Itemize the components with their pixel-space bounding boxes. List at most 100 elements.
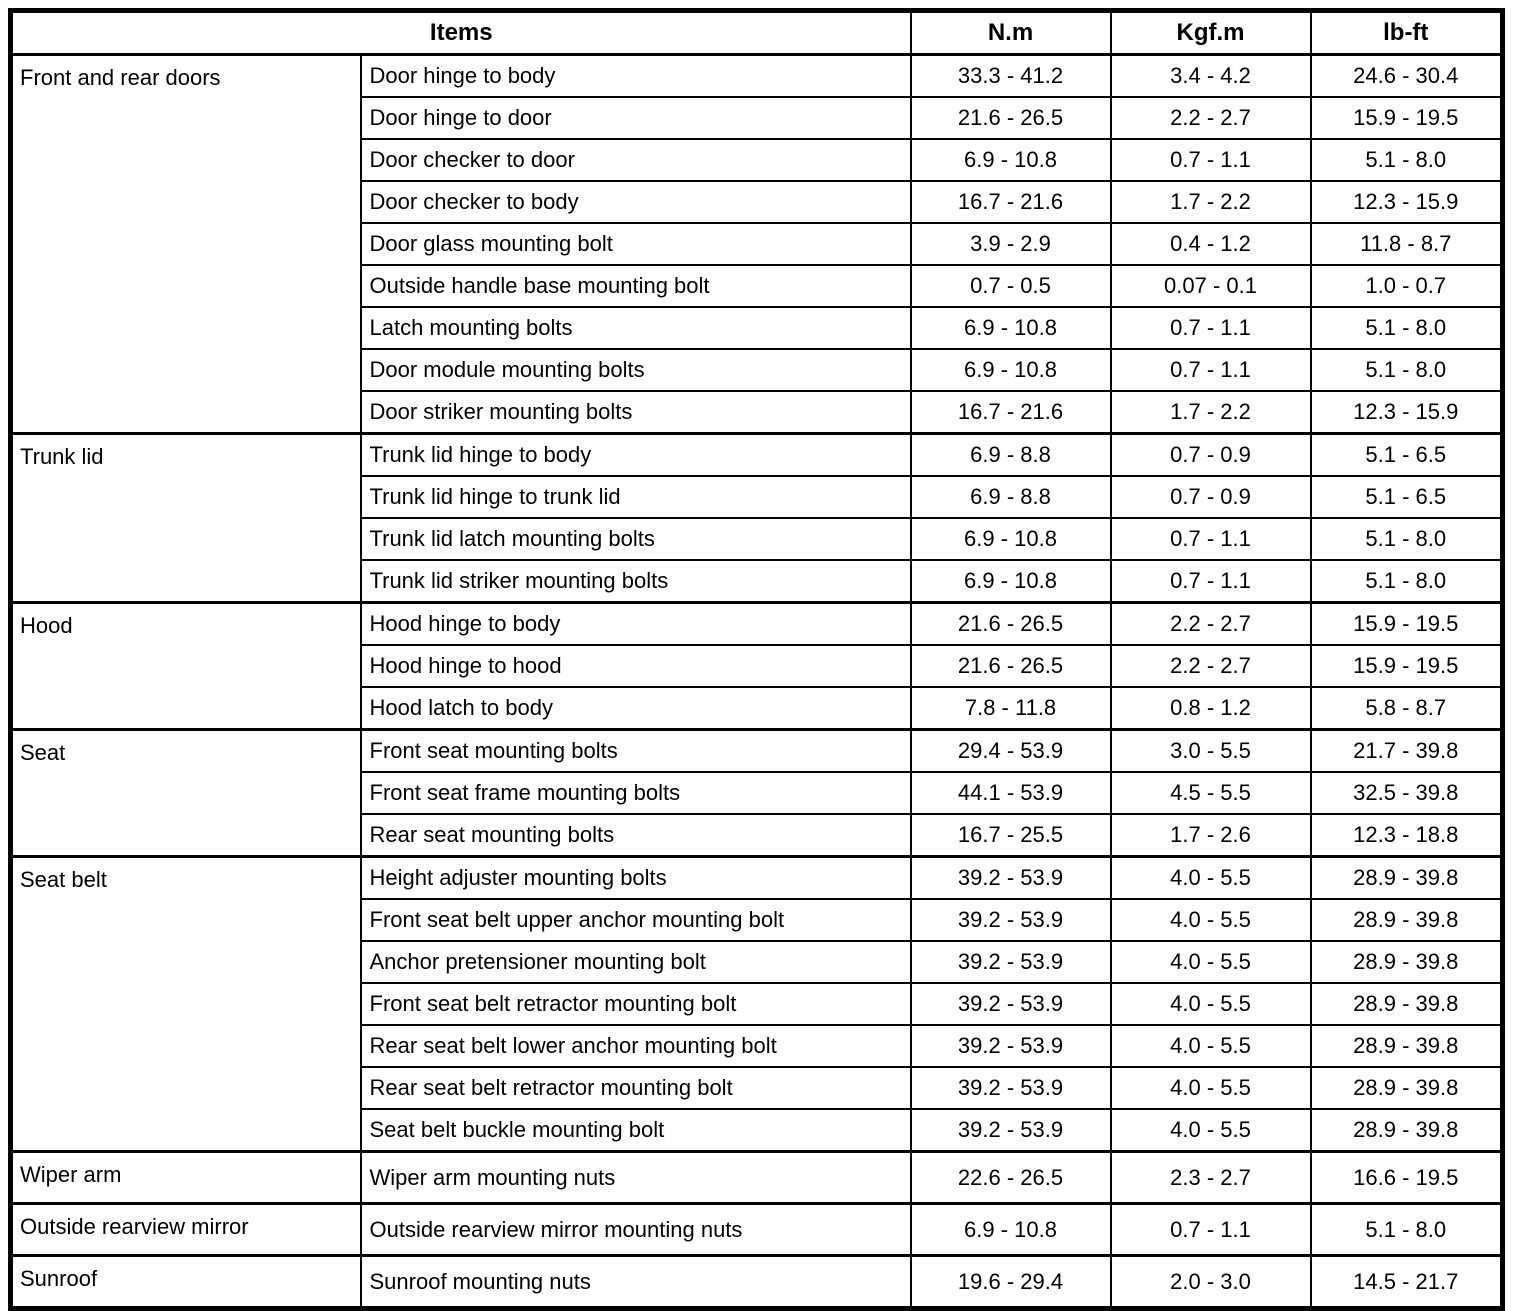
category-cell: Trunk lid [9, 432, 362, 604]
item-cell: Hood hinge to hood [359, 644, 912, 688]
table-row: Rear seat mounting bolts 16.7 - 25.5 1.7 -… [11, 813, 1504, 858]
lbft-value-cell: 5.1 - 8.0 [1309, 559, 1504, 604]
item-cell: Door checker to door [359, 138, 912, 182]
lbft-value-cell: 15.9 - 19.5 [1309, 644, 1504, 688]
table-row: Trunk lid Trunk lid hinge to body 6.9 - 8.… [9, 432, 1504, 604]
table-row: Front and rear doors Door hinge to body 33… [9, 53, 1504, 435]
table-row: Sunroof Sunroof mounting nuts 19.6 - 29.4 2… [9, 1254, 1504, 1310]
lbft-value-cell: 5.1 - 8.0 [1309, 306, 1504, 350]
table-row: Anchor pretensioner mounting bolt 39.2 - … [11, 940, 1504, 984]
category-cell: Seat belt [9, 855, 362, 1153]
kgfm-value-cell: 0.7 - 1.1 [1109, 517, 1312, 561]
nm-value-cell: 21.6 - 26.5 [909, 601, 1112, 646]
kgfm-value-cell: 2.3 - 2.7 [1109, 1150, 1312, 1205]
table-row: Door checker to body 16.7 - 21.6 1.7 - 2.2… [11, 180, 1504, 224]
nm-value-cell: 39.2 - 53.9 [909, 1066, 1112, 1110]
item-cell: Door striker mounting bolts [359, 390, 912, 435]
table-row: Front seat frame mounting bolts 44.1 - 53… [11, 771, 1504, 815]
table-row: Seat Front seat mounting bolts 29.4 - 53.9… [9, 728, 1504, 858]
table-row: Trunk lid striker mounting bolts 6.9 - 10… [11, 559, 1504, 604]
item-cell: Anchor pretensioner mounting bolt [359, 940, 912, 984]
nm-value-cell: 39.2 - 53.9 [909, 982, 1112, 1026]
nm-value-cell: 39.2 - 53.9 [909, 898, 1112, 942]
table-row: Rear seat belt lower anchor mounting bol… [11, 1024, 1504, 1068]
table-row: Front seat belt upper anchor mounting bo… [11, 898, 1504, 942]
header-lbft: lb-ft [1309, 9, 1504, 56]
lbft-value-cell: 32.5 - 39.8 [1309, 771, 1504, 815]
item-cell: Rear seat belt lower anchor mounting bol… [359, 1024, 912, 1068]
nm-value-cell: 39.2 - 53.9 [909, 1108, 1112, 1153]
item-cell: Trunk lid hinge to trunk lid [359, 475, 912, 519]
kgfm-value-cell: 4.0 - 5.5 [1109, 898, 1312, 942]
item-cell: Hood hinge to body [359, 601, 912, 646]
nm-value-cell: 22.6 - 26.5 [909, 1150, 1112, 1205]
item-cell: Rear seat belt retractor mounting bolt [359, 1066, 912, 1110]
lbft-value-cell: 28.9 - 39.8 [1309, 855, 1504, 900]
lbft-value-cell: 5.1 - 8.0 [1309, 138, 1504, 182]
torque-spec-table: Items N.m Kgf.m lb-ft Front and rear doo… [8, 8, 1506, 1311]
nm-value-cell: 39.2 - 53.9 [909, 940, 1112, 984]
table-row: Door glass mounting bolt 3.9 - 2.9 0.4 - 1… [11, 222, 1504, 266]
nm-value-cell: 44.1 - 53.9 [909, 771, 1112, 815]
nm-value-cell: 6.9 - 8.8 [909, 432, 1112, 477]
kgfm-value-cell: 1.7 - 2.6 [1109, 813, 1312, 858]
category-cell: Wiper arm [9, 1150, 362, 1205]
nm-value-cell: 16.7 - 25.5 [909, 813, 1112, 858]
lbft-value-cell: 28.9 - 39.8 [1309, 1108, 1504, 1153]
nm-value-cell: 39.2 - 53.9 [909, 1024, 1112, 1068]
kgfm-value-cell: 0.7 - 1.1 [1109, 306, 1312, 350]
kgfm-value-cell: 0.7 - 1.1 [1109, 138, 1312, 182]
table-row: Hood latch to body 7.8 - 11.8 0.8 - 1.2 5.8… [11, 686, 1504, 731]
kgfm-value-cell: 4.0 - 5.5 [1109, 855, 1312, 900]
kgfm-value-cell: 4.5 - 5.5 [1109, 771, 1312, 815]
table-header-row: Items N.m Kgf.m lb-ft [9, 9, 1504, 56]
lbft-value-cell: 28.9 - 39.8 [1309, 1024, 1504, 1068]
lbft-value-cell: 5.8 - 8.7 [1309, 686, 1504, 731]
item-cell: Sunroof mounting nuts [359, 1254, 912, 1310]
nm-value-cell: 3.9 - 2.9 [909, 222, 1112, 266]
item-cell: Door hinge to door [359, 96, 912, 140]
lbft-value-cell: 5.1 - 8.0 [1309, 1202, 1504, 1257]
lbft-value-cell: 12.3 - 15.9 [1309, 390, 1504, 435]
nm-value-cell: 19.6 - 29.4 [909, 1254, 1112, 1310]
torque-spec-document: Items N.m Kgf.m lb-ft Front and rear doo… [8, 8, 1506, 1311]
nm-value-cell: 16.7 - 21.6 [909, 390, 1112, 435]
nm-value-cell: 7.8 - 11.8 [909, 686, 1112, 731]
lbft-value-cell: 5.1 - 8.0 [1309, 348, 1504, 392]
item-cell: Trunk lid hinge to body [359, 432, 912, 477]
lbft-value-cell: 28.9 - 39.8 [1309, 982, 1504, 1026]
table-row: Door striker mounting bolts 16.7 - 21.6 1.… [11, 390, 1504, 435]
lbft-value-cell: 5.1 - 6.5 [1309, 475, 1504, 519]
table-row: Seat belt buckle mounting bolt 39.2 - 53.… [11, 1108, 1504, 1153]
nm-value-cell: 21.6 - 26.5 [909, 96, 1112, 140]
kgfm-value-cell: 2.2 - 2.7 [1109, 601, 1312, 646]
lbft-value-cell: 28.9 - 39.8 [1309, 1066, 1504, 1110]
kgfm-value-cell: 4.0 - 5.5 [1109, 1066, 1312, 1110]
lbft-value-cell: 12.3 - 15.9 [1309, 180, 1504, 224]
lbft-value-cell: 5.1 - 6.5 [1309, 432, 1504, 477]
lbft-value-cell: 24.6 - 30.4 [1309, 53, 1504, 98]
table-row: Hood Hood hinge to body 21.6 - 26.5 2.2 - 2… [9, 601, 1504, 731]
header-nm: N.m [909, 9, 1112, 56]
nm-value-cell: 16.7 - 21.6 [909, 180, 1112, 224]
table-row: Outside handle base mounting bolt 0.7 - 0… [11, 264, 1504, 308]
kgfm-value-cell: 4.0 - 5.5 [1109, 1024, 1312, 1068]
kgfm-value-cell: 2.2 - 2.7 [1109, 96, 1312, 140]
lbft-value-cell: 15.9 - 19.5 [1309, 601, 1504, 646]
table-row: Rear seat belt retractor mounting bolt 39… [11, 1066, 1504, 1110]
lbft-value-cell: 15.9 - 19.5 [1309, 96, 1504, 140]
item-cell: Front seat belt retractor mounting bolt [359, 982, 912, 1026]
item-cell: Door glass mounting bolt [359, 222, 912, 266]
nm-value-cell: 6.9 - 10.8 [909, 517, 1112, 561]
kgfm-value-cell: 0.7 - 1.1 [1109, 559, 1312, 604]
item-cell: Latch mounting bolts [359, 306, 912, 350]
header-items: Items [9, 9, 912, 56]
kgfm-value-cell: 0.4 - 1.2 [1109, 222, 1312, 266]
lbft-value-cell: 16.6 - 19.5 [1309, 1150, 1504, 1205]
item-cell: Front seat belt upper anchor mounting bo… [359, 898, 912, 942]
kgfm-value-cell: 0.7 - 0.9 [1109, 475, 1312, 519]
table-row: Trunk lid hinge to trunk lid 6.9 - 8.8 0.7… [11, 475, 1504, 519]
item-cell: Front seat frame mounting bolts [359, 771, 912, 815]
table-row: Front seat belt retractor mounting bolt 3… [11, 982, 1504, 1026]
kgfm-value-cell: 4.0 - 5.5 [1109, 940, 1312, 984]
